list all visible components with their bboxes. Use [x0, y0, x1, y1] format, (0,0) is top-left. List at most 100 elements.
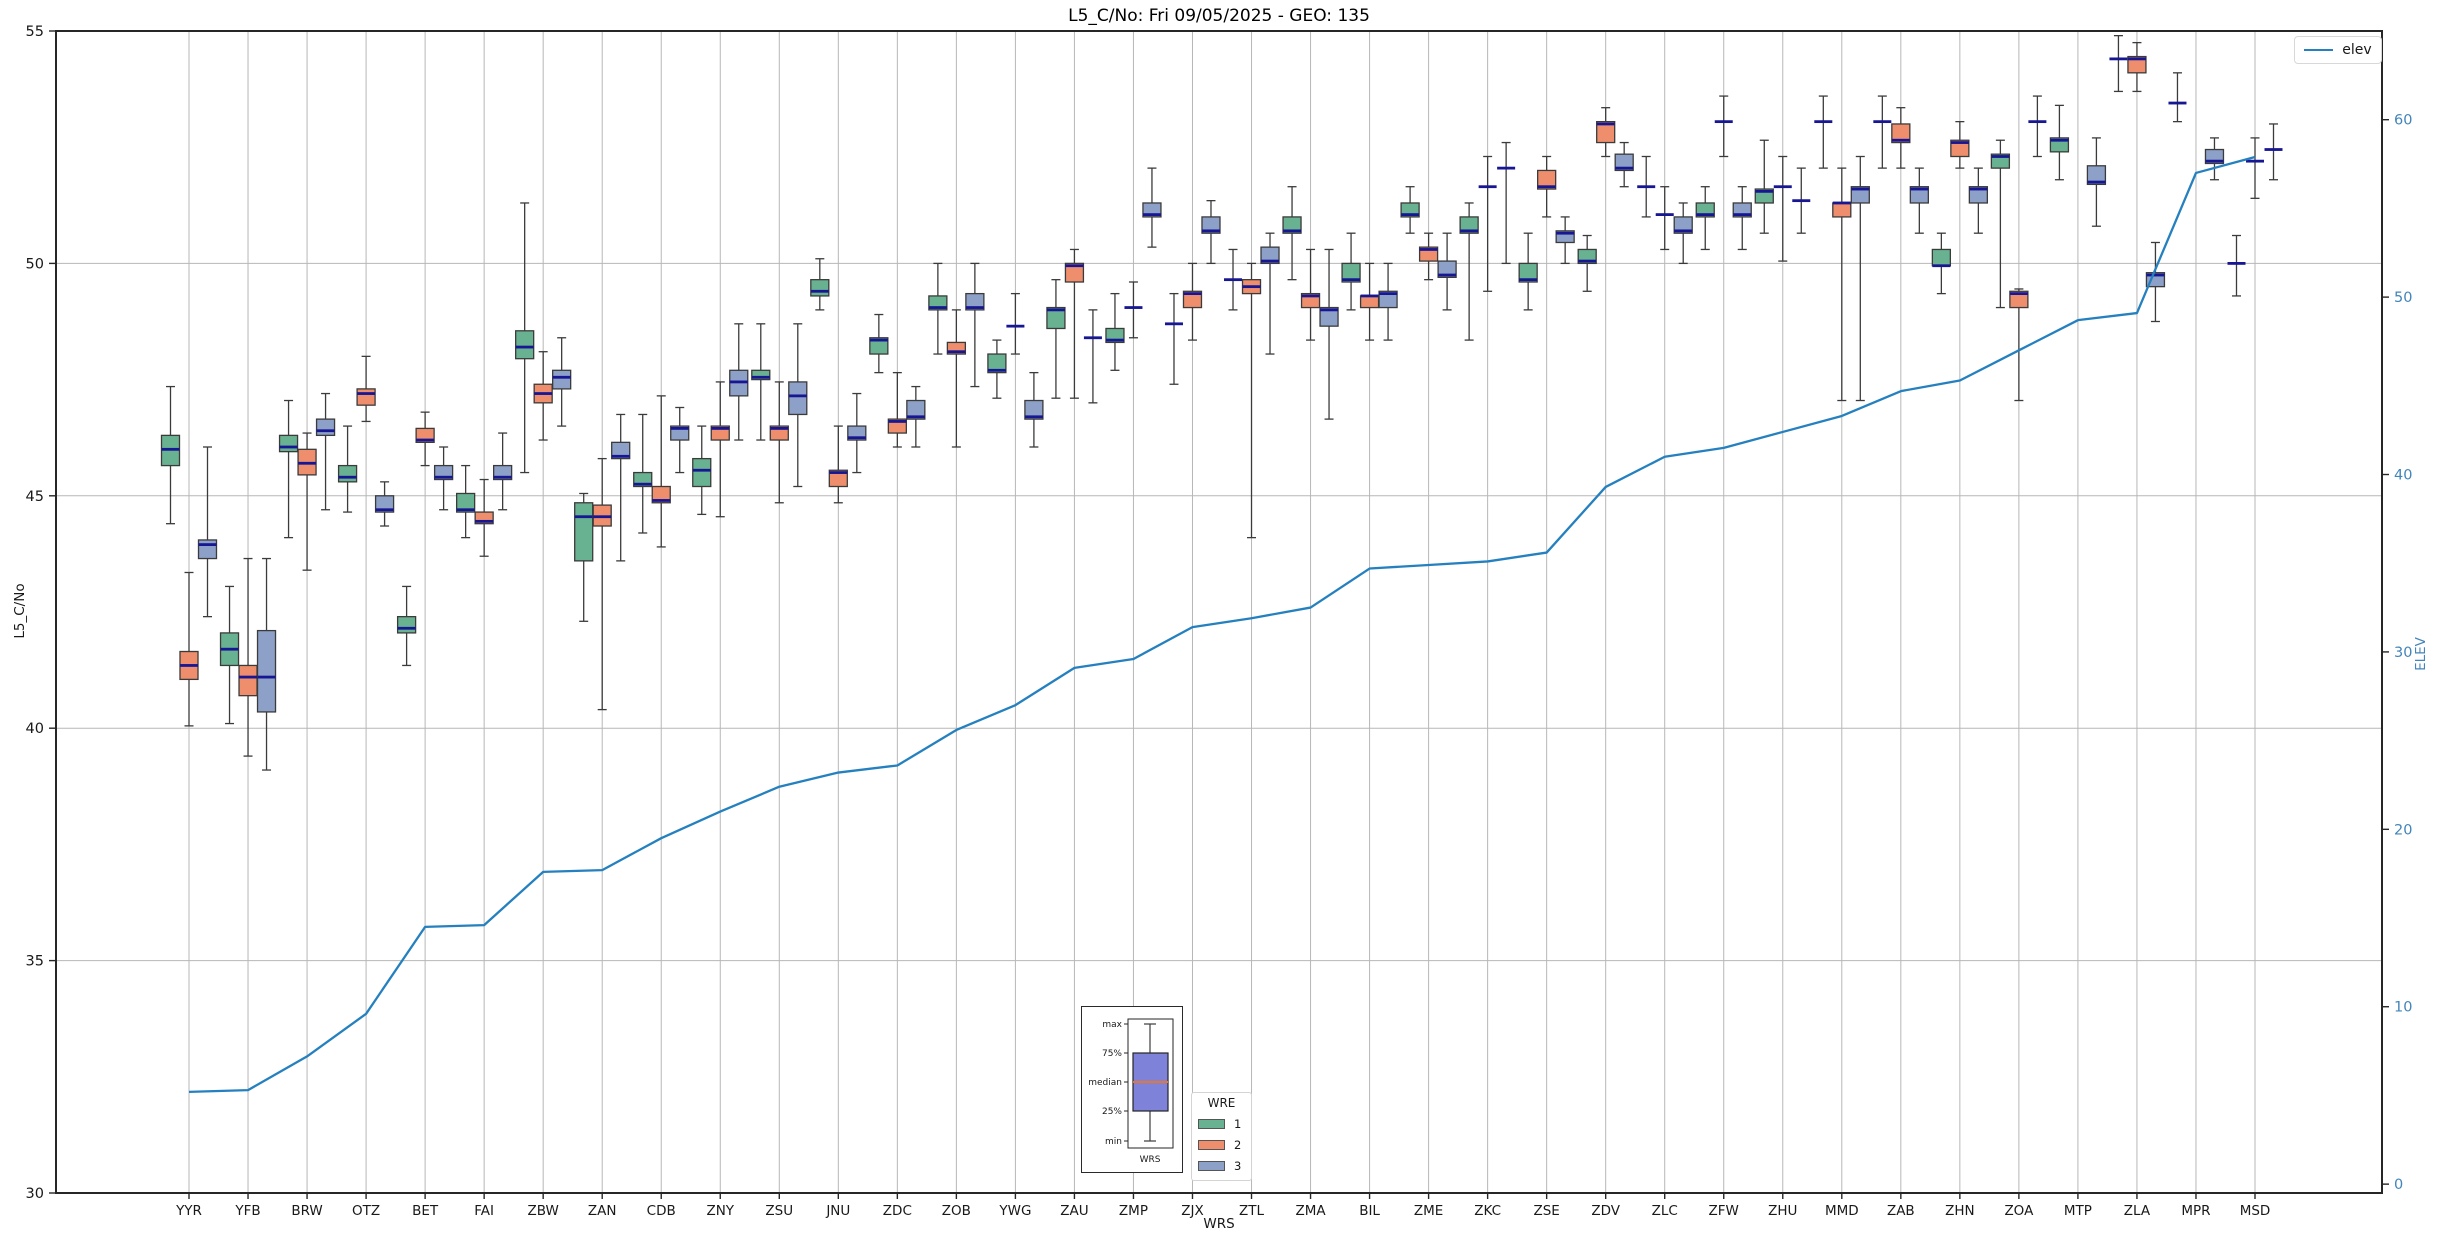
median-line: [1379, 292, 1398, 296]
x-tick-label-ZLC: ZLC: [1652, 1203, 1678, 1219]
box-body: [1931, 248, 1952, 267]
box-FAI-wre1: [455, 464, 476, 539]
box-body: [2009, 290, 2029, 309]
x-tick-label-OTZ: OTZ: [352, 1203, 380, 1219]
box-BIL-wre2: [1359, 262, 1380, 341]
boxplot-key-inset: max 75% median 25% min WRS: [1081, 1006, 1183, 1173]
box-body: [1555, 230, 1575, 244]
box-ZLA-wre3: [2145, 241, 2166, 323]
box-ZOA-wre2: [2009, 288, 2029, 402]
box-ZMP-wre1: [1105, 292, 1125, 371]
median-line: [552, 375, 571, 379]
box-YWG-wre1: [987, 339, 1007, 399]
median-line: [279, 445, 298, 449]
box-body: [1891, 123, 1911, 144]
inset-label-median: median: [1088, 1078, 1122, 1088]
box-ZLA-wre1: [2109, 34, 2128, 93]
box-ZLC-wre2: [1655, 186, 1674, 251]
y-axis-label-right: ELEV: [2413, 637, 2429, 671]
inset-label-min: min: [1105, 1137, 1122, 1147]
median-line: [1932, 264, 1951, 268]
box-JNU-wre1: [810, 258, 830, 311]
median-line: [1556, 231, 1575, 235]
box-body: [396, 615, 417, 634]
box-MPR-wre1: [2168, 72, 2187, 123]
box-ZBW-wre1: [515, 202, 535, 474]
x-tick-label-ZJX: ZJX: [1181, 1203, 1203, 1219]
median-line: [2009, 292, 2028, 296]
median-line: [515, 345, 534, 349]
median-line: [1773, 185, 1792, 189]
box-body: [278, 434, 299, 453]
box-ZME-wre2: [1418, 232, 1439, 281]
box-YYR-wre1: [160, 385, 181, 525]
gridlines: [56, 31, 2382, 1193]
x-tick-label-ZNY: ZNY: [706, 1203, 734, 1219]
box-body: [1024, 399, 1044, 420]
box-FAI-wre3: [492, 432, 513, 511]
box-ZBW-wre3: [552, 337, 572, 427]
x-tick-label-YYR: YYR: [175, 1203, 202, 1219]
elev-legend: elev: [2294, 36, 2382, 64]
x-tick-label-BIL: BIL: [1359, 1203, 1380, 1219]
box-JNU-wre2: [828, 425, 848, 504]
box-body: [1182, 290, 1203, 309]
box-YYR-wre3: [197, 446, 218, 618]
box-body: [1359, 295, 1380, 309]
inset-label-25%: 25%: [1102, 1107, 1122, 1117]
y-tick-label-right: 10: [2394, 1000, 2412, 1016]
median-line: [947, 350, 966, 354]
x-tick-label-ZTL: ZTL: [1239, 1203, 1264, 1219]
box-ZFW-wre3: [1732, 186, 1752, 251]
box-YFB-wre3: [256, 557, 277, 771]
box-ZAB-wre1: [1873, 95, 1892, 169]
box-ZJX-wre1: [1164, 292, 1183, 385]
median-line: [965, 306, 984, 309]
box-body: [869, 337, 889, 355]
box-ZKC-wre2: [1478, 155, 1497, 292]
median-line: [375, 508, 394, 512]
median-line: [1301, 294, 1320, 298]
boxplots: [160, 34, 2283, 771]
box-ZDC-wre1: [869, 313, 889, 374]
x-tick-label-CDB: CDB: [647, 1203, 676, 1219]
median-line: [847, 436, 866, 440]
box-body: [987, 353, 1007, 374]
box-ZMA-wre1: [1282, 186, 1302, 281]
median-line: [397, 626, 416, 630]
median-line: [1401, 213, 1420, 216]
median-line: [2168, 101, 2187, 105]
box-OTZ-wre2: [356, 355, 376, 423]
x-tick-label-YWG: YWG: [998, 1203, 1031, 1219]
box-ZMA-wre3: [1319, 248, 1339, 420]
y-tick-label-right: 0: [2394, 1177, 2403, 1193]
wre1-label: 1: [1234, 1116, 1242, 1131]
box-ZAN-wre3: [611, 413, 631, 562]
box-ZAN-wre2: [592, 457, 612, 711]
median-line: [1342, 278, 1361, 282]
median-line: [2050, 138, 2069, 142]
box-body: [946, 341, 967, 355]
x-tick-label-ZDC: ZDC: [883, 1203, 912, 1219]
box-body: [1832, 202, 1852, 218]
median-line: [1242, 285, 1261, 289]
median-line: [1065, 264, 1084, 268]
box-MSD-wre2: [2246, 137, 2264, 199]
median-line: [1497, 166, 1516, 170]
median-line: [434, 475, 453, 479]
y-tick-label-right: 40: [2394, 468, 2412, 484]
median-line: [357, 392, 376, 395]
median-line: [1283, 229, 1302, 233]
median-line: [220, 647, 239, 651]
box-ZAU-wre3: [1083, 309, 1102, 404]
median-line: [692, 468, 711, 472]
box-body: [374, 495, 395, 513]
box-ZLA-wre2: [2127, 41, 2147, 93]
wre-legend-item-1: 1: [1192, 1113, 1251, 1134]
x-tick-label-ZAB: ZAB: [1887, 1203, 1915, 1219]
median-line: [1910, 187, 1929, 191]
x-tick-label-MMD: MMD: [1825, 1203, 1859, 1219]
median-line: [869, 338, 888, 342]
box-body: [1437, 260, 1457, 278]
median-line: [1164, 322, 1183, 326]
